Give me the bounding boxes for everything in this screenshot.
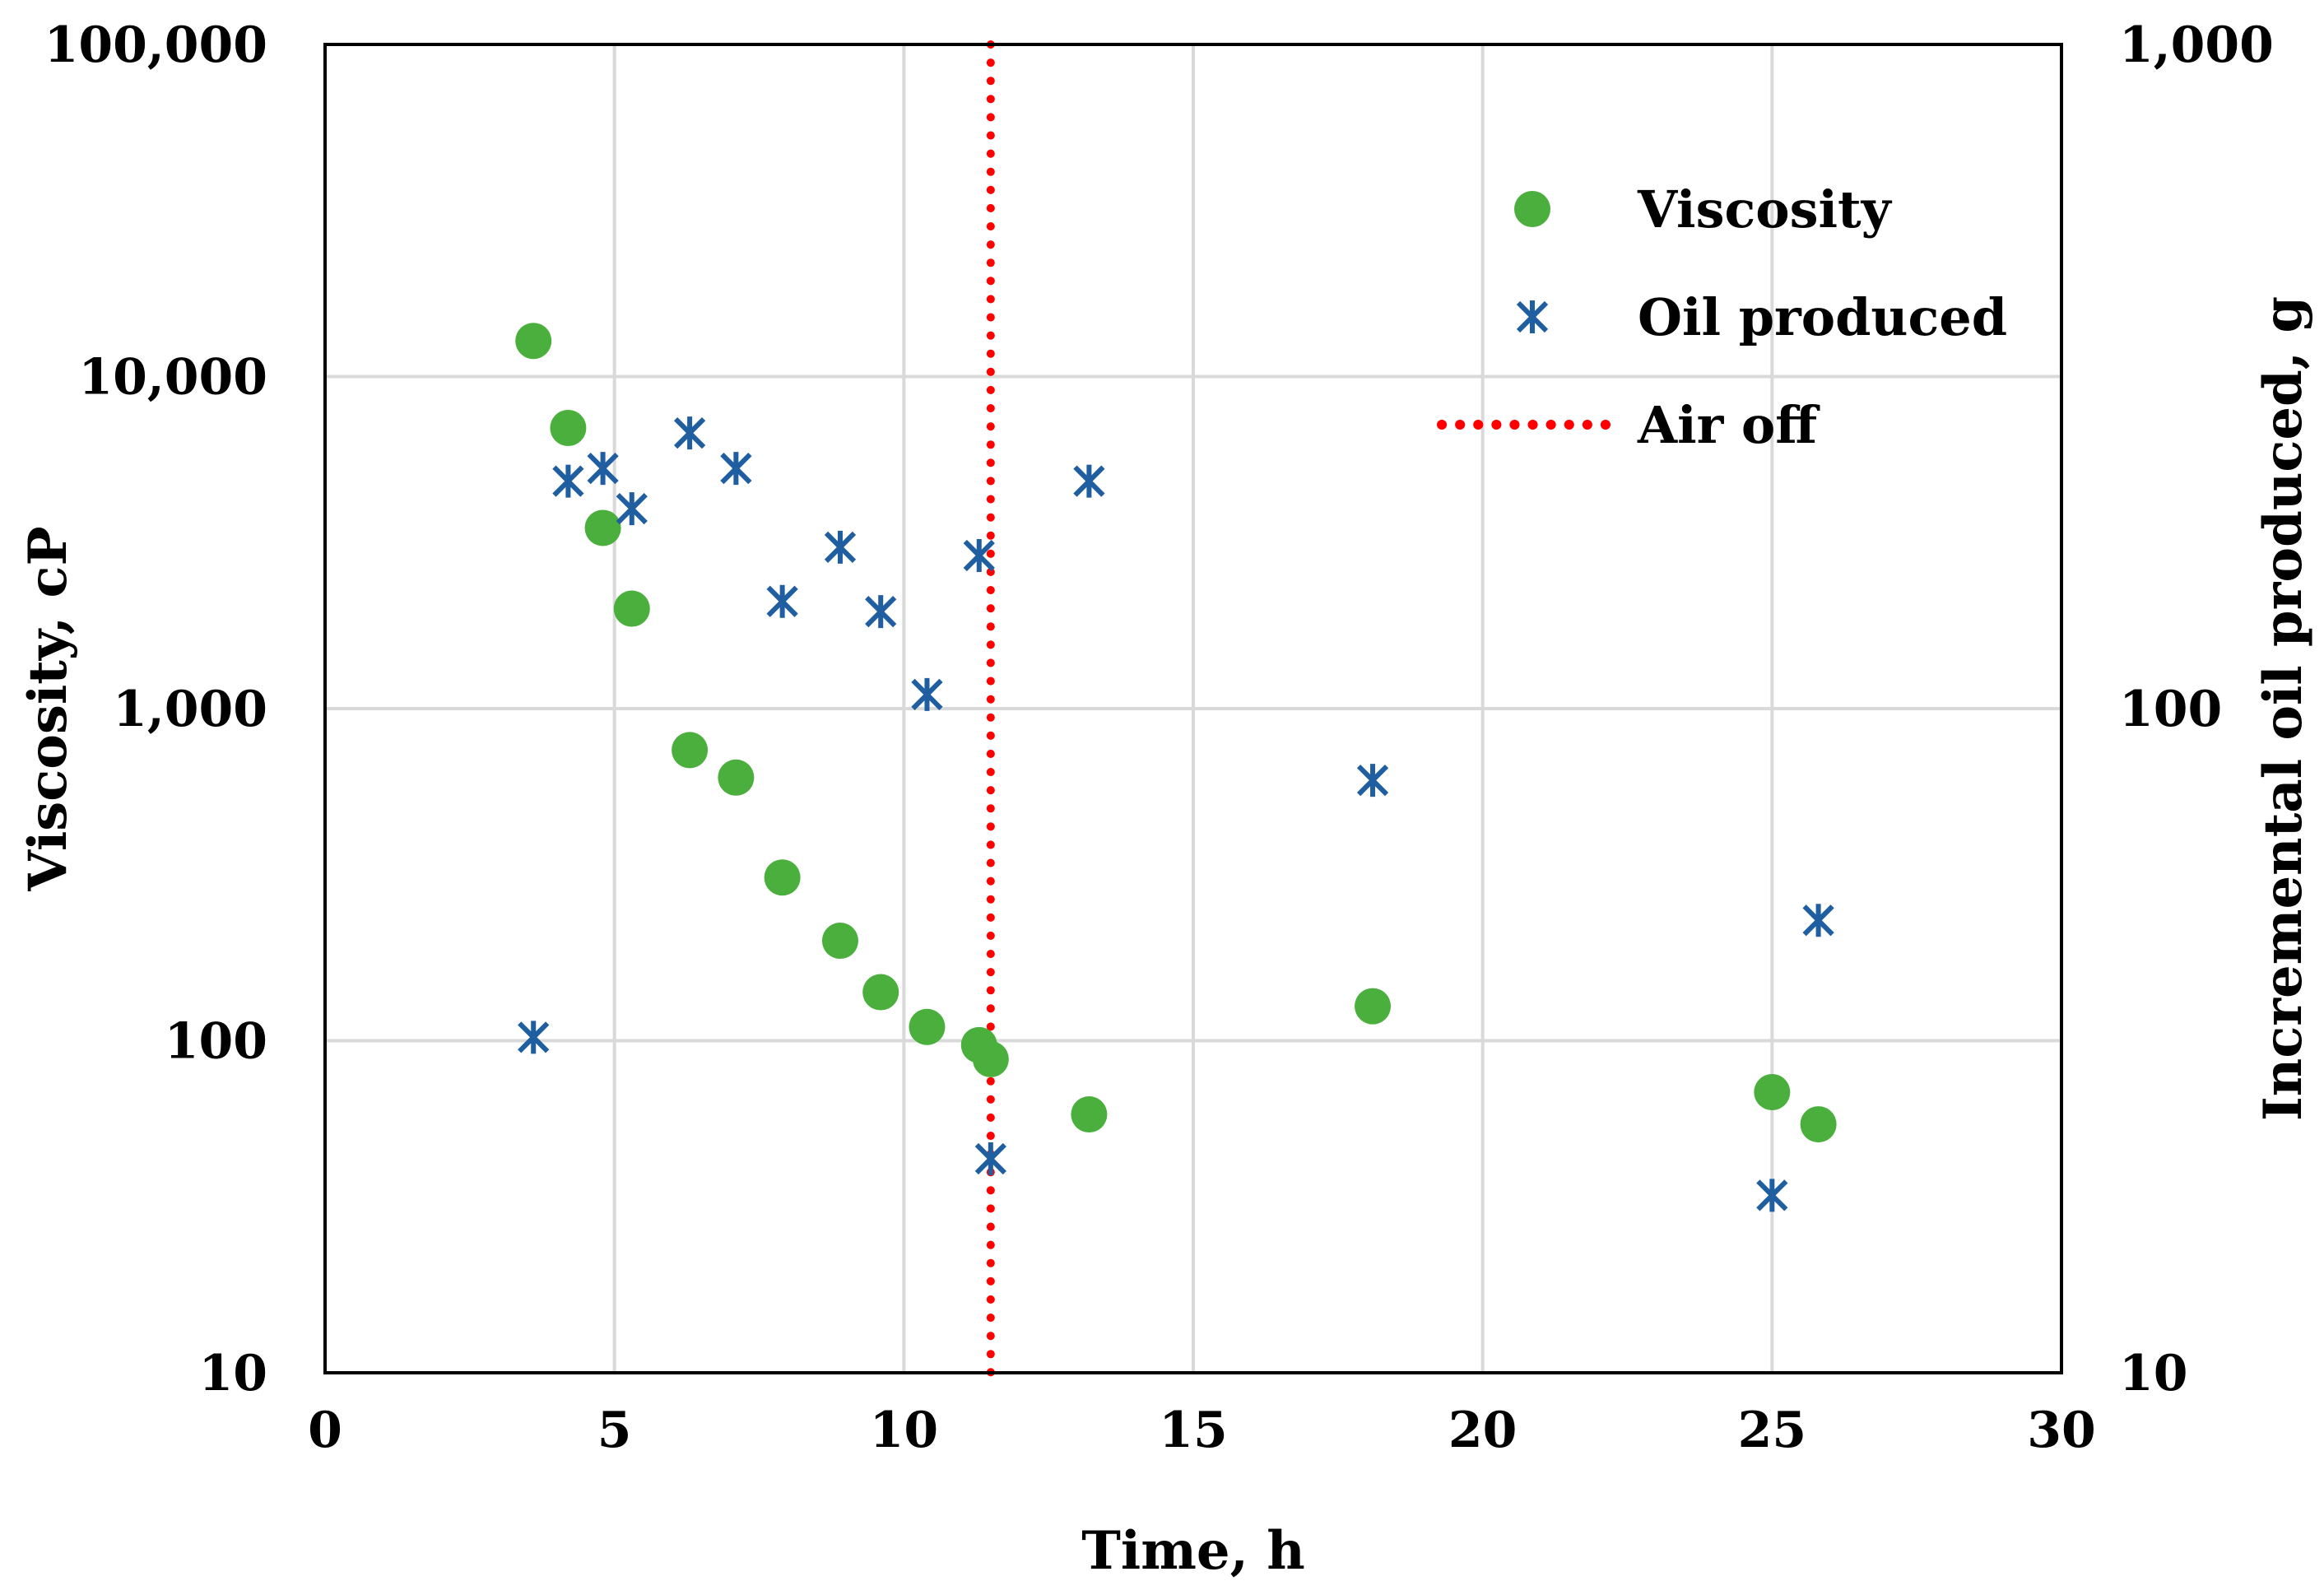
viscosity-point bbox=[613, 590, 650, 627]
viscosity-point bbox=[1355, 988, 1392, 1025]
oil-produced-point bbox=[587, 452, 619, 486]
x-tick-label: 25 bbox=[1738, 1402, 1807, 1459]
legend-viscosity-dot bbox=[1514, 191, 1550, 227]
y-tick-label: 10 bbox=[199, 1345, 268, 1402]
data-markers bbox=[515, 323, 1837, 1212]
viscosity-point bbox=[821, 923, 858, 960]
oil-produced-point bbox=[1073, 464, 1105, 498]
legend-viscosity-marker bbox=[1514, 191, 1550, 227]
legend-oil-marker bbox=[1516, 300, 1549, 333]
oil-produced-point bbox=[963, 539, 995, 573]
gridlines bbox=[325, 44, 2061, 1373]
y2-tick-label: 10 bbox=[2119, 1345, 2188, 1402]
viscosity-point bbox=[764, 859, 801, 896]
oil-produced-point bbox=[673, 416, 706, 450]
oil-produced-point bbox=[1356, 764, 1389, 798]
legend-air-off-label: Air off bbox=[1637, 395, 1820, 455]
oil-produced-point bbox=[865, 595, 897, 629]
oil-produced-point bbox=[974, 1142, 1006, 1175]
y2-tick-label: 100 bbox=[2119, 681, 2222, 738]
viscosity-point bbox=[909, 1008, 946, 1045]
viscosity-point bbox=[1800, 1106, 1837, 1143]
oil-produced-point bbox=[911, 677, 943, 711]
y2-axis-title: Incremental oil produced, g bbox=[2252, 296, 2314, 1121]
x-tick-label: 10 bbox=[870, 1402, 939, 1459]
viscosity-point bbox=[718, 759, 755, 796]
oil-produced-point bbox=[766, 584, 798, 618]
oil-produced-point bbox=[824, 530, 857, 564]
legend-oil-asterisk bbox=[1516, 300, 1549, 333]
viscosity-point bbox=[1071, 1096, 1108, 1133]
x-tick-label: 15 bbox=[1159, 1402, 1228, 1459]
viscosity-point bbox=[972, 1040, 1009, 1077]
x-axis-title: Time, h bbox=[1081, 1520, 1304, 1582]
viscosity-point bbox=[672, 732, 709, 769]
y-tick-label: 10,000 bbox=[78, 349, 267, 407]
oil-produced-point bbox=[720, 452, 752, 486]
legend-viscosity-label: Viscosity bbox=[1637, 179, 1893, 239]
y-tick-label: 100,000 bbox=[44, 16, 267, 74]
legend-oil-label: Oil produced bbox=[1638, 287, 2007, 347]
x-tick-label: 20 bbox=[1448, 1402, 1518, 1459]
y-tick-label: 100 bbox=[165, 1013, 267, 1071]
y-tick-label: 1,000 bbox=[113, 681, 267, 738]
oil-produced-point bbox=[518, 1021, 550, 1054]
x-tick-label: 0 bbox=[308, 1402, 342, 1459]
y2-tick-label: 1,000 bbox=[2119, 16, 2274, 74]
viscosity-point bbox=[862, 974, 899, 1011]
legend: Viscosity Oil produced Air off bbox=[1437, 179, 2007, 455]
viscosity-point bbox=[550, 410, 587, 447]
plot-frame bbox=[323, 43, 2063, 1374]
x-tick-label: 30 bbox=[2027, 1402, 2096, 1459]
oil-produced-point bbox=[552, 464, 584, 498]
viscosity-point bbox=[584, 509, 621, 546]
tick-labels: 0 5 10 15 20 25 30 10 100 1,000 10,000 100,000 10 100… bbox=[44, 16, 2274, 1459]
oil-produced-point bbox=[1756, 1179, 1788, 1212]
y-axis-title: Viscosity, cP bbox=[17, 526, 79, 891]
viscosity-point bbox=[515, 323, 552, 360]
viscosity-point bbox=[1754, 1074, 1791, 1111]
oil-produced-point bbox=[616, 492, 648, 526]
oil-produced-point bbox=[1802, 904, 1834, 937]
x-tick-label: 5 bbox=[597, 1402, 632, 1459]
